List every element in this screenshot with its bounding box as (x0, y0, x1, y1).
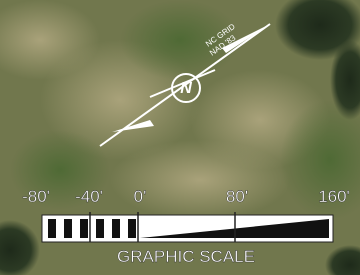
map: N NC GRID NAD '83 -80' -40' 0' 80' 160' … (0, 0, 360, 275)
scale-label: -80' (22, 187, 50, 206)
scale-label: 0' (134, 187, 147, 206)
scale-label: -40' (75, 187, 103, 206)
scale-label: 160' (318, 187, 350, 206)
north-symbol: N (180, 80, 192, 97)
scale-label: 80' (226, 187, 248, 206)
scale-title: GRAPHIC SCALE (117, 247, 255, 266)
